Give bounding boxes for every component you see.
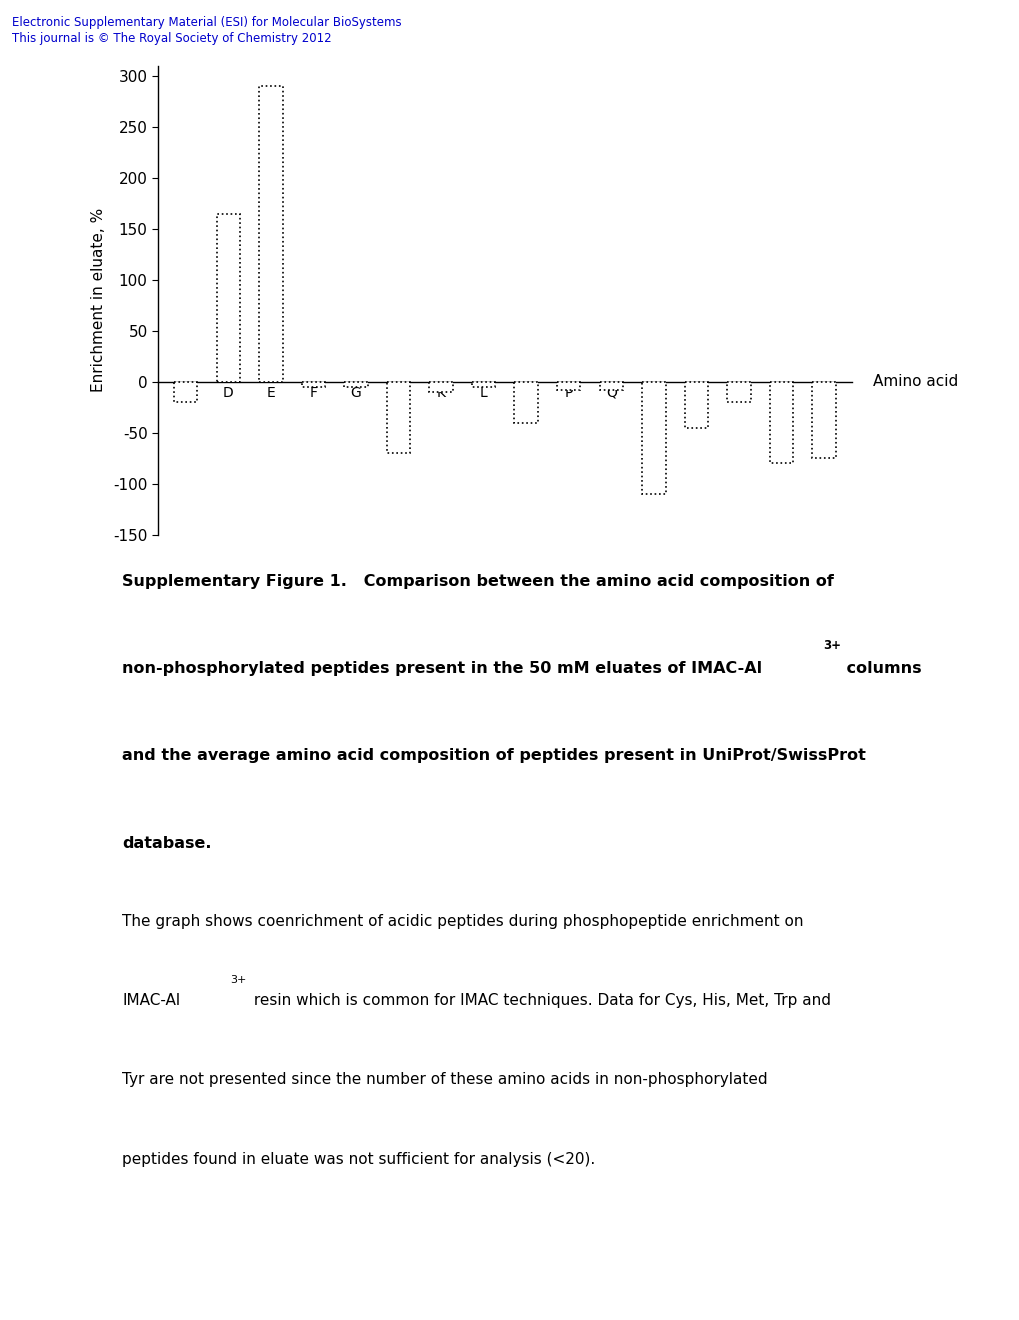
Text: peptides found in eluate was not sufficient for analysis (<20).: peptides found in eluate was not suffici… [122, 1151, 595, 1167]
Bar [684, 381, 707, 428]
Bar [429, 381, 452, 392]
Bar [556, 381, 580, 389]
Text: This journal is © The Royal Society of Chemistry 2012: This journal is © The Royal Society of C… [12, 32, 331, 45]
Text: 3+: 3+ [822, 639, 841, 652]
Bar [344, 381, 367, 387]
Text: IMAC-Al: IMAC-Al [122, 993, 180, 1008]
Bar [769, 381, 793, 463]
Text: columns: columns [841, 661, 921, 676]
Text: The graph shows coenrichment of acidic peptides during phosphopeptide enrichment: The graph shows coenrichment of acidic p… [122, 913, 803, 929]
Text: resin which is common for IMAC techniques. Data for Cys, His, Met, Trp and: resin which is common for IMAC technique… [249, 993, 830, 1008]
Text: database.: database. [122, 836, 212, 850]
Bar [386, 381, 410, 453]
Bar [811, 381, 835, 458]
Text: and the average amino acid composition of peptides present in UniProt/SwissProt: and the average amino acid composition o… [122, 748, 865, 763]
Text: Electronic Supplementary Material (ESI) for Molecular BioSystems: Electronic Supplementary Material (ESI) … [12, 16, 401, 29]
Text: Supplementary Figure 1.   Comparison between the amino acid composition of: Supplementary Figure 1. Comparison betwe… [122, 574, 834, 589]
Bar [174, 381, 198, 403]
Y-axis label: Enrichment in eluate, %: Enrichment in eluate, % [92, 209, 106, 392]
Bar [727, 381, 750, 403]
Bar [642, 381, 664, 494]
Bar [472, 381, 495, 387]
Text: Amino acid: Amino acid [871, 375, 957, 389]
Bar [216, 214, 239, 381]
Bar [259, 86, 282, 381]
Bar [514, 381, 537, 422]
Text: Tyr are not presented since the number of these amino acids in non-phosphorylate: Tyr are not presented since the number o… [122, 1072, 767, 1088]
Bar [302, 381, 325, 387]
Text: 3+: 3+ [230, 975, 247, 985]
Text: non-phosphorylated peptides present in the 50 mM eluates of IMAC-Al: non-phosphorylated peptides present in t… [122, 661, 762, 676]
Bar [599, 381, 623, 389]
